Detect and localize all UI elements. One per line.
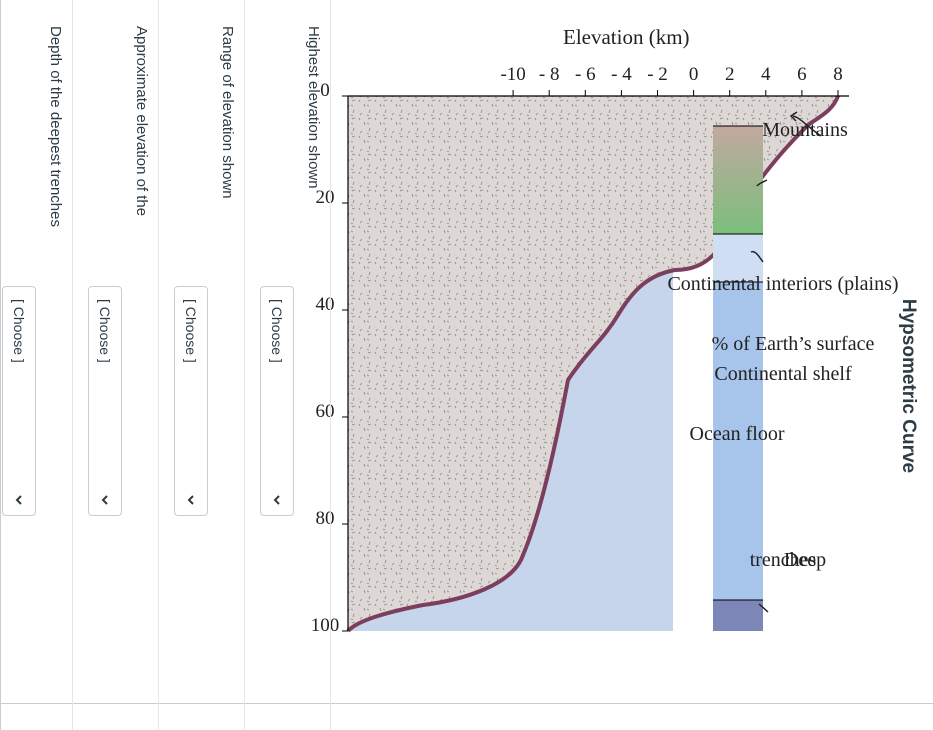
y-tick-label: 0	[689, 64, 699, 85]
question-label: Highest elevation shown	[305, 26, 322, 189]
x-tick-label: 20	[316, 187, 335, 208]
arrow-interiors	[756, 179, 768, 187]
bar-continental-interiors	[713, 126, 763, 234]
label-deep-trenches-line2: trenches	[750, 549, 817, 571]
x-axis-label: % of Earth’s surface	[712, 333, 875, 355]
label-continental-shelf: Continental shelf	[714, 363, 852, 385]
question-label: Approximate elevation of the	[133, 26, 150, 217]
label-mountains: Mountains	[762, 119, 848, 141]
arrow-mountains-head	[789, 111, 798, 122]
label-continental-interiors: Continental interiors (plains)	[667, 273, 898, 295]
x-tick-label: 0	[320, 80, 330, 101]
answer-select-value: [ Choose ]	[11, 299, 27, 363]
label-ocean-floor: Ocean floor	[690, 423, 785, 445]
bar-continental-shelf	[713, 234, 763, 282]
question-row: Approximate elevation of the [ Choose ]	[72, 0, 159, 730]
answer-select-value: [ Choose ]	[183, 299, 199, 363]
question-row: Highest elevation shown [ Choose ]	[244, 0, 331, 730]
y-tick-label: 8	[833, 64, 843, 85]
hypsometric-curve-line	[346, 95, 840, 633]
bar-ocean-floor	[713, 282, 763, 600]
bar-deep-trenches	[713, 600, 763, 631]
x-tick-label: 80	[316, 508, 335, 529]
answer-select[interactable]: [ Choose ]	[260, 286, 294, 516]
question-label: Range of elevation shown	[219, 26, 236, 199]
y-tick-label: - 6	[575, 64, 596, 85]
y-tick-label: - 8	[539, 64, 560, 85]
answer-select[interactable]: [ Choose ]	[174, 286, 208, 516]
arrow-trenches	[758, 603, 769, 613]
y-tick-label: 6	[797, 64, 807, 85]
answer-select-value: [ Choose ]	[269, 299, 285, 363]
x-tick-label: 100	[311, 615, 340, 636]
window-bottom-border	[0, 703, 933, 704]
arrow-shelf	[750, 250, 764, 263]
chevron-down-icon	[15, 495, 22, 505]
y-axis-ticks: 8 6 4 2 0 - 2 - 4 - 6 - 8 -10	[500, 64, 843, 96]
question-row: Range of elevation shown [ Choose ]	[158, 0, 245, 730]
y-tick-label: 4	[761, 64, 771, 85]
chevron-down-icon	[273, 495, 280, 505]
answer-select-value: [ Choose ]	[97, 299, 113, 363]
x-tick-label: 60	[316, 401, 335, 422]
chevron-down-icon	[101, 495, 108, 505]
y-tick-label: - 2	[647, 64, 668, 85]
y-axis-label: Elevation (km)	[563, 25, 690, 49]
y-tick-label: -10	[500, 64, 525, 85]
y-tick-label: 2	[725, 64, 735, 85]
chevron-down-icon	[187, 495, 194, 505]
x-tick-label: 40	[316, 294, 335, 315]
y-tick-label: - 4	[611, 64, 632, 85]
question-label: Depth of the deepest trenches	[47, 26, 64, 227]
label-deep-trenches-line1: Deep	[784, 549, 826, 571]
x-axis-ticks: 0 20 40 60 80 100	[311, 80, 348, 636]
arrow-mountains	[792, 115, 822, 137]
question-row: Depth of the deepest trenches [ Choose ]	[0, 0, 73, 730]
ocean-water-overlay	[348, 270, 673, 631]
answer-select[interactable]: [ Choose ]	[88, 286, 122, 516]
window-left-border	[0, 0, 1, 730]
answer-select[interactable]: [ Choose ]	[2, 286, 36, 516]
